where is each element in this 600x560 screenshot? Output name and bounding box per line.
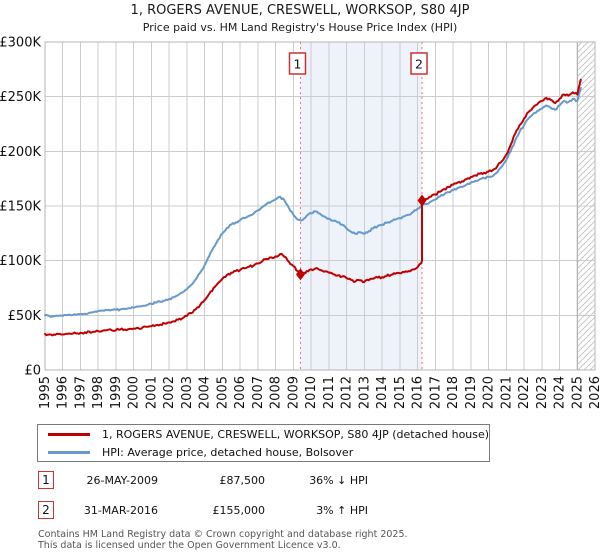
x-axis-year-label: 1996 [56,376,71,409]
x-axis-year-label: 2021 [499,376,514,409]
sale-2-price: £155,000 [212,504,266,517]
future-hatched-region [577,42,595,370]
transaction-row-1: 1 26-MAY-2009 £87,500 36% ↓ HPI [38,471,388,493]
x-axis-year-label: 2001 [144,376,159,409]
sale-1-price: £87,500 [219,474,266,487]
x-axis-year-label: 2009 [286,376,301,409]
y-axis-label: £100K [0,254,41,269]
transaction-row-2: 2 31-MAR-2016 £155,000 3% ↑ HPI [38,501,388,523]
y-axis-label: £150K [0,200,41,215]
x-axis-year-label: 2023 [535,376,550,409]
y-axis-label: £200K [0,145,41,160]
y-axis-label: £0 [24,364,41,379]
hpi-line [44,86,582,318]
x-axis-year-label: 2003 [180,376,195,409]
x-axis-year-label: 2011 [322,376,337,409]
x-axis-year-label: 2006 [233,376,248,409]
y-axis-label: £250K [0,90,41,105]
legend-box: 1, ROGERS AVENUE, CRESWELL, WORKSOP, S80… [37,424,490,462]
sale-1-vs-hpi: 36% ↓ HPI [309,474,368,487]
x-axis-year-label: 2014 [375,376,390,409]
sale-2-date: 31-MAR-2016 [83,504,158,517]
y-axis-label: £300K [0,36,41,51]
x-axis-year-label: 2015 [393,376,408,409]
legend-item-price: 1, ROGERS AVENUE, CRESWELL, WORKSOP, S80… [38,427,489,442]
x-axis-year-label: 2005 [215,376,230,409]
price-line-swatch [48,432,90,436]
legend-label-hpi: HPI: Average price, detached house, Bols… [102,445,354,459]
sale-2-flag-box [410,52,428,75]
x-axis-year-label: 2017 [428,376,443,409]
x-axis-year-label: 2016 [411,376,426,409]
x-axis-year-label: 1997 [73,376,88,409]
plot-border [44,41,596,371]
copyright-footer: Contains HM Land Registry data © Crown c… [38,529,598,551]
footer-line-2: This data is licensed under the Open Gov… [38,540,341,551]
sale-2-marker-badge: 2 [38,501,54,519]
x-axis-year-label: 1999 [109,376,124,409]
x-axis-year-label: 2024 [553,376,568,409]
x-axis-year-label: 2004 [198,376,213,409]
y-axis-label: £50K [8,309,42,324]
x-axis-year-label: 2000 [127,376,142,409]
x-axis-year-label: 2013 [357,376,372,409]
x-axis-year-label: 2007 [251,376,266,409]
sale-2-flag-number: 2 [415,57,423,72]
x-axis-year-label: 2025 [570,376,585,409]
x-axis-year-label: 2010 [304,376,319,409]
hpi-line-swatch [48,450,90,454]
legend-label-price: 1, ROGERS AVENUE, CRESWELL, WORKSOP, S80… [102,427,490,441]
page-title: 1, ROGERS AVENUE, CRESWELL, WORKSOP, S80… [130,3,470,18]
x-axis-year-label: 1998 [91,376,106,409]
x-axis-year-label: 2008 [269,376,284,409]
x-axis-year-label: 2026 [588,376,600,409]
sale-2-vs-hpi: 3% ↑ HPI [316,504,368,517]
x-axis-year-label: 2018 [446,376,461,409]
x-axis-year-label: 1995 [38,376,53,409]
footer-line-1: Contains HM Land Registry data © Crown c… [38,529,408,540]
sale-1-marker-badge: 1 [38,471,54,489]
x-axis-year-label: 2020 [482,376,497,409]
sale-1-date: 26-MAY-2009 [86,474,158,487]
price-paid-line [44,78,582,337]
x-axis-year-label: 2022 [517,376,532,409]
legend-item-hpi: HPI: Average price, detached house, Bols… [38,445,489,460]
sale-1-flag-box [288,52,307,75]
x-axis-year-label: 2019 [464,376,479,409]
sale-1-flag-number: 1 [294,57,302,72]
x-axis-year-label: 2012 [340,376,355,409]
x-axis-year-label: 2002 [162,376,177,409]
sale-2-diamond-marker [417,194,427,207]
sale-1-diamond-marker [295,268,305,281]
page-subtitle: Price paid vs. HM Land Registry's House … [142,21,458,34]
